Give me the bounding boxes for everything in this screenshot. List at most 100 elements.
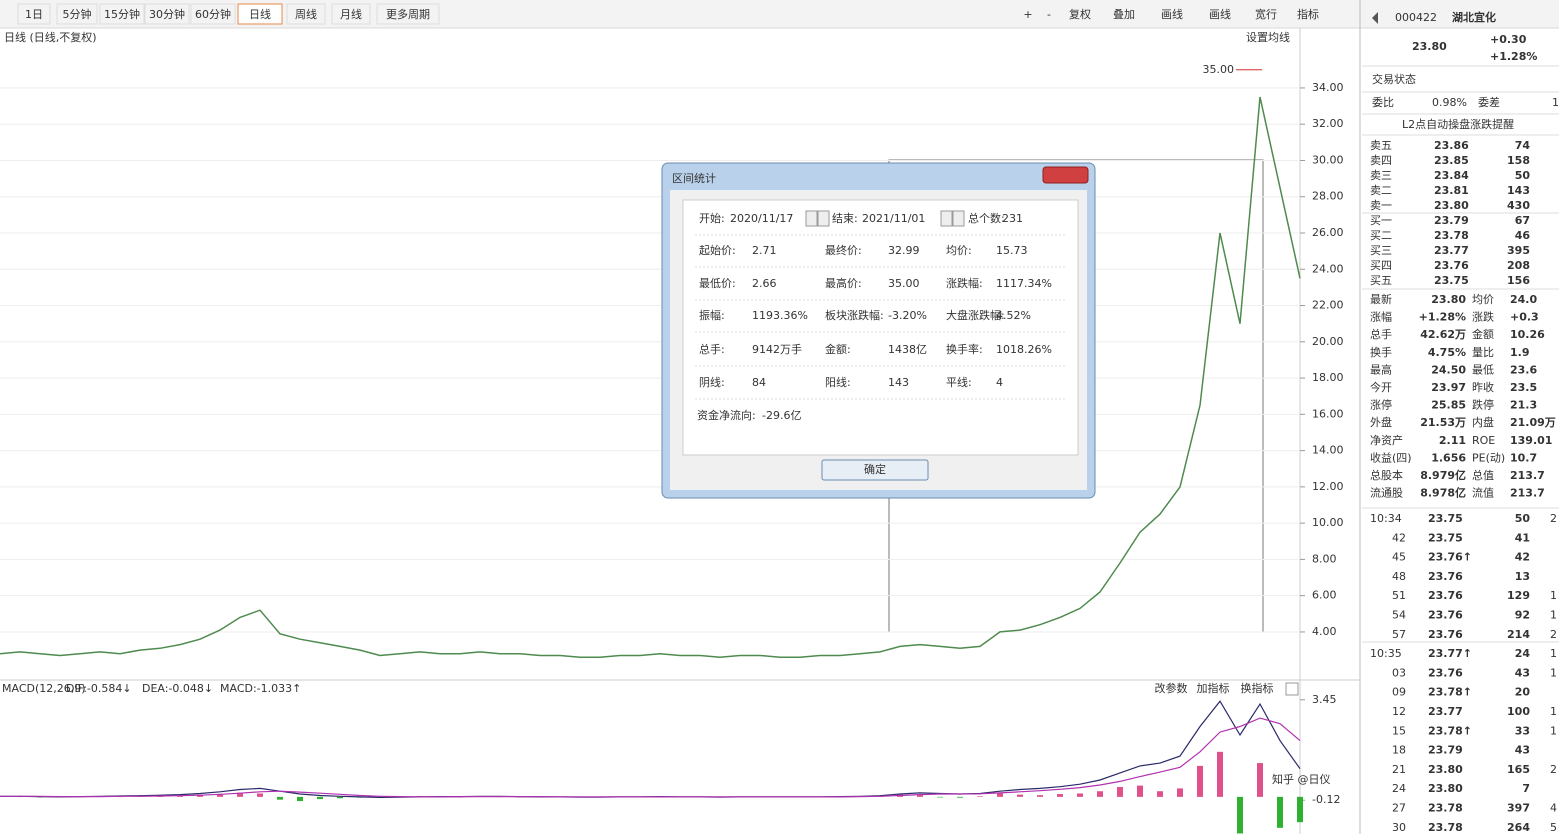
back-arrow[interactable] <box>1372 12 1378 24</box>
close-indicator[interactable] <box>1285 682 1299 696</box>
ok-button[interactable] <box>821 459 929 481</box>
stat-name: ROE <box>1472 434 1495 447</box>
indicator-header: DIF:-0.584↓ <box>66 682 132 695</box>
ok-label[interactable]: 确定 <box>864 462 886 476</box>
tool-button[interactable]: 指标 <box>1297 7 1319 21</box>
period-label[interactable]: 5分钟 <box>63 7 92 21</box>
trade-count: 2 <box>1550 763 1557 776</box>
stat-name: 量比 <box>1472 346 1494 359</box>
stat-label: 板块涨跌幅: <box>825 308 884 322</box>
period-label[interactable]: 更多周期 <box>386 7 430 21</box>
period-button[interactable] <box>376 3 440 25</box>
price-change-pct: +1.28% <box>1490 50 1537 63</box>
period-button[interactable] <box>286 3 326 25</box>
stat-name: 总值 <box>1472 468 1494 482</box>
date-step-button[interactable] <box>940 210 953 227</box>
trade-volume: 165 <box>1507 763 1530 776</box>
order-volume: 67 <box>1515 214 1530 227</box>
macd-bar <box>297 796 303 802</box>
period-label[interactable]: 日线 <box>249 7 271 21</box>
period-button[interactable] <box>237 3 283 25</box>
period-label[interactable]: 15分钟 <box>104 7 140 21</box>
y-tick-label: 4.00 <box>1312 625 1337 638</box>
stat-name: 今开 <box>1370 380 1392 394</box>
macd-bar <box>957 796 963 798</box>
trade-volume: 20 <box>1515 686 1531 699</box>
macd-bar <box>277 796 283 800</box>
tool-button[interactable]: 叠加 <box>1113 8 1135 21</box>
stat-value: 2.71 <box>752 244 777 257</box>
macd-bar <box>1137 785 1143 797</box>
stat-value: 84 <box>752 376 766 389</box>
macd-bar <box>1117 787 1123 797</box>
trade-price: 23.76↑ <box>1428 551 1472 564</box>
macd-bar <box>1017 794 1023 797</box>
y-tick-label: 10.00 <box>1312 516 1344 529</box>
stat-value: 32.99 <box>888 244 920 257</box>
tool-button[interactable]: 宽行 <box>1255 7 1277 21</box>
trade-volume: 214 <box>1507 628 1530 641</box>
stat-value: 21.53万 <box>1420 416 1466 429</box>
indicator-button[interactable]: 改参数 <box>1155 681 1188 695</box>
order-price: 23.86 <box>1434 139 1469 152</box>
macd-bar <box>917 795 923 797</box>
indicator-button[interactable]: 加指标 <box>1197 681 1230 695</box>
indicator-header: MACD(12,26,9) <box>2 682 86 695</box>
trade-volume: 92 <box>1515 609 1530 622</box>
order-volume: 156 <box>1507 274 1530 287</box>
stat-label: 换手率: <box>946 342 983 356</box>
ma-setting[interactable]: 设置均线 <box>1246 30 1290 44</box>
period-label[interactable]: 60分钟 <box>195 7 231 21</box>
stat-value: 213.7 <box>1510 469 1545 482</box>
tool-button[interactable]: + <box>1023 8 1032 21</box>
period-label[interactable]: 周线 <box>295 7 317 21</box>
stat-value: 2.11 <box>1439 434 1466 447</box>
stat-value: 2020/11/17 <box>730 212 793 225</box>
y-tick-label: 16.00 <box>1312 407 1344 420</box>
period-button[interactable] <box>17 3 51 25</box>
period-button[interactable] <box>144 3 190 25</box>
period-label[interactable]: 月线 <box>340 7 362 21</box>
trade-time: 03 <box>1392 666 1406 679</box>
stat-label: 平线: <box>946 375 972 389</box>
price-change: +0.30 <box>1490 33 1527 46</box>
stat-value: 24.0 <box>1510 293 1537 306</box>
trade-volume: 41 <box>1515 531 1530 544</box>
period-button[interactable] <box>56 3 98 25</box>
stat-label: 阳线: <box>825 375 851 389</box>
auto-alert-link[interactable]: L2点自动操盘涨跌提醒 <box>1402 117 1514 131</box>
tool-button[interactable]: 画线 <box>1161 7 1183 21</box>
trade-price: 23.78 <box>1428 821 1463 834</box>
period-label[interactable]: 1日 <box>25 8 43 21</box>
stat-value: +0.3 <box>1510 311 1539 324</box>
stat-label: 阴线: <box>699 375 725 389</box>
tool-button[interactable]: 复权 <box>1069 7 1091 21</box>
date-step-button[interactable] <box>817 210 830 227</box>
watermark: 知乎 @日仪 <box>1272 772 1331 786</box>
period-label[interactable]: 30分钟 <box>149 7 185 21</box>
period-button[interactable] <box>99 3 145 25</box>
trade-price: 23.76 <box>1428 570 1463 583</box>
stat-name: 最低 <box>1472 363 1494 376</box>
order-price: 23.81 <box>1434 184 1469 197</box>
stat-label: 总个数: <box>968 211 1005 225</box>
date-step-button[interactable] <box>952 210 965 227</box>
y-tick-label: 12.00 <box>1312 480 1344 493</box>
order-level: 卖四 <box>1370 154 1392 167</box>
period-button[interactable] <box>190 3 236 25</box>
dialog-close[interactable] <box>1042 166 1089 184</box>
tool-button[interactable]: 画线 <box>1209 7 1231 21</box>
trade-time: 45 <box>1392 551 1406 564</box>
order-level: 卖一 <box>1370 199 1392 212</box>
stat-value: 9142万手 <box>752 342 802 356</box>
order-volume: 46 <box>1515 229 1531 242</box>
indicator-button[interactable]: 换指标 <box>1241 681 1274 695</box>
period-button[interactable] <box>331 3 371 25</box>
stat-value: 213.7 <box>1510 487 1545 500</box>
stat-label: 涨跌幅: <box>946 276 983 290</box>
macd-bar <box>1057 794 1063 797</box>
date-step-button[interactable] <box>805 210 818 227</box>
tool-button[interactable]: - <box>1047 8 1051 21</box>
